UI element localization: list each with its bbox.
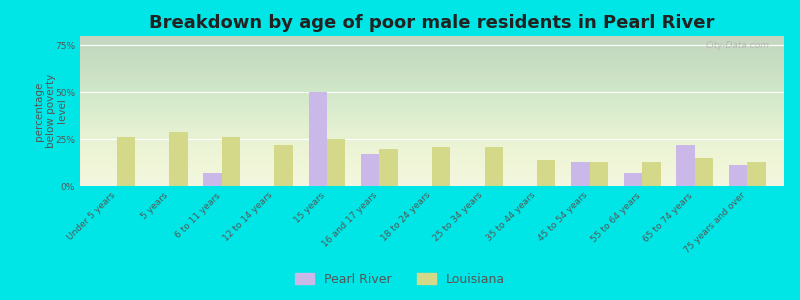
Bar (485, 147, 503, 186)
Bar (676, 145, 694, 186)
Legend: Pearl River, Louisiana: Pearl River, Louisiana (290, 268, 510, 291)
Bar (694, 158, 713, 186)
Bar (642, 162, 661, 186)
Bar (571, 162, 590, 186)
Bar (117, 137, 135, 186)
Bar (274, 145, 293, 186)
Y-axis label: percentage
below poverty
level: percentage below poverty level (34, 74, 67, 148)
Bar (361, 154, 379, 186)
Bar (432, 147, 450, 186)
Text: City-Data.com: City-Data.com (706, 40, 770, 50)
Bar (203, 173, 222, 186)
Bar (379, 148, 398, 186)
Bar (309, 92, 327, 186)
Bar (624, 173, 642, 186)
Bar (222, 137, 240, 186)
Bar (590, 162, 608, 186)
Bar (170, 132, 188, 186)
Bar (747, 162, 766, 186)
Bar (327, 139, 346, 186)
Bar (537, 160, 555, 186)
Title: Breakdown by age of poor male residents in Pearl River: Breakdown by age of poor male residents … (150, 14, 714, 32)
Bar (729, 165, 747, 186)
